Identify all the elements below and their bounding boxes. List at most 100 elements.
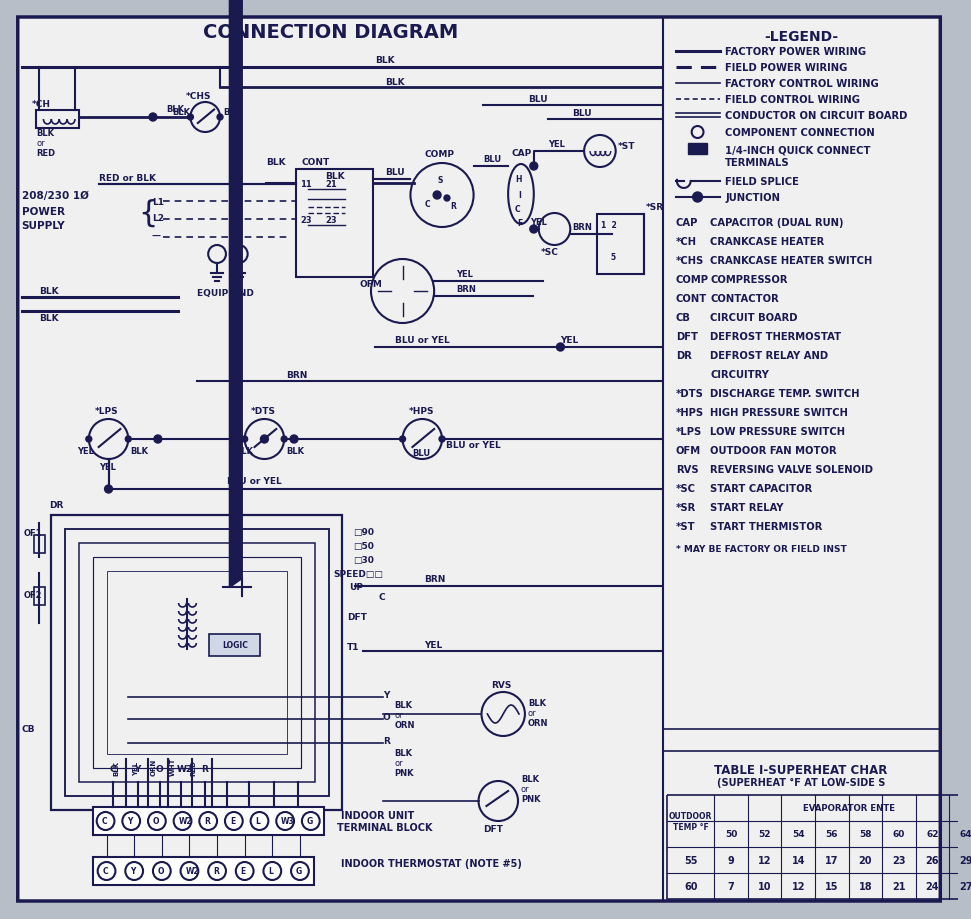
Circle shape xyxy=(556,344,564,352)
Text: *CH: *CH xyxy=(32,99,50,108)
Text: REVERSING VALVE SOLENOID: REVERSING VALVE SOLENOID xyxy=(711,464,873,474)
Text: □30: □30 xyxy=(353,555,374,564)
Text: OUTDOOR FAN MOTOR: OUTDOOR FAN MOTOR xyxy=(711,446,837,456)
Text: SUPPLY: SUPPLY xyxy=(21,221,65,231)
Text: SPEED□□: SPEED□□ xyxy=(333,569,384,578)
Text: ORN: ORN xyxy=(394,720,416,730)
Text: CRANKCASE HEATER: CRANKCASE HEATER xyxy=(711,237,824,246)
Text: BLU or YEL: BLU or YEL xyxy=(227,477,282,486)
Text: or: or xyxy=(37,139,45,147)
Text: CONT: CONT xyxy=(676,294,707,303)
Text: E: E xyxy=(241,867,246,876)
Text: BLK: BLK xyxy=(223,108,241,117)
Text: CB: CB xyxy=(21,725,35,733)
Text: DFT: DFT xyxy=(484,824,503,834)
Circle shape xyxy=(439,437,445,443)
Text: DEFROST RELAY AND: DEFROST RELAY AND xyxy=(711,351,828,360)
Text: YEL: YEL xyxy=(99,463,116,472)
Text: or: or xyxy=(394,759,403,767)
Text: 54: 54 xyxy=(792,830,805,838)
Text: FACTORY POWER WIRING: FACTORY POWER WIRING xyxy=(725,47,866,57)
Bar xyxy=(209,634,260,656)
Text: F: F xyxy=(517,219,522,227)
Text: W2: W2 xyxy=(185,867,199,876)
Bar xyxy=(93,807,323,835)
Text: RVS: RVS xyxy=(676,464,698,474)
Text: *SR: *SR xyxy=(676,503,696,513)
Text: BLK: BLK xyxy=(266,157,286,166)
Text: FACTORY CONTROL WIRING: FACTORY CONTROL WIRING xyxy=(725,79,879,89)
Text: or: or xyxy=(528,709,537,718)
Text: □90: □90 xyxy=(353,527,374,536)
Text: R: R xyxy=(383,737,389,745)
Text: BLK: BLK xyxy=(235,447,252,456)
Text: G: G xyxy=(307,817,313,825)
Text: BLK: BLK xyxy=(37,129,54,137)
Text: HIGH PRESSURE SWITCH: HIGH PRESSURE SWITCH xyxy=(711,407,849,417)
Text: *CHS: *CHS xyxy=(676,255,704,266)
Text: YEL: YEL xyxy=(455,269,473,278)
Text: CAPACITOR (DUAL RUN): CAPACITOR (DUAL RUN) xyxy=(711,218,844,228)
Text: C: C xyxy=(424,199,430,209)
Text: BLU: BLU xyxy=(413,448,430,457)
Text: 23: 23 xyxy=(892,855,906,865)
Text: *HPS: *HPS xyxy=(676,407,704,417)
Text: POWER: POWER xyxy=(21,207,65,217)
Text: DISCHARGE TEMP. SWITCH: DISCHARGE TEMP. SWITCH xyxy=(711,389,860,399)
Text: INDOOR THERMOSTAT (NOTE #5): INDOOR THERMOSTAT (NOTE #5) xyxy=(342,858,522,868)
Text: COMP: COMP xyxy=(424,150,454,158)
Text: CAP: CAP xyxy=(511,148,531,157)
Text: W2: W2 xyxy=(177,765,192,774)
Text: 24: 24 xyxy=(925,881,939,891)
Circle shape xyxy=(218,115,223,121)
Text: BRN: BRN xyxy=(286,370,308,380)
Text: CAP: CAP xyxy=(676,218,698,228)
Bar xyxy=(597,215,645,275)
Text: O: O xyxy=(153,817,159,825)
Text: Y: Y xyxy=(383,691,389,699)
Text: 208/230 1Ø: 208/230 1Ø xyxy=(21,191,88,200)
Text: G: G xyxy=(296,867,302,876)
Text: OF1: OF1 xyxy=(23,529,42,538)
Text: OFM: OFM xyxy=(676,446,701,456)
Text: 15: 15 xyxy=(825,881,839,891)
Text: CONTACTOR: CONTACTOR xyxy=(711,294,779,303)
Text: START THERMISTOR: START THERMISTOR xyxy=(711,521,822,531)
Text: 14: 14 xyxy=(791,855,805,865)
Text: C: C xyxy=(102,817,107,825)
Text: BLU: BLU xyxy=(528,95,548,104)
Circle shape xyxy=(105,485,113,494)
Text: TERMINAL BLOCK: TERMINAL BLOCK xyxy=(338,823,433,832)
Text: CONDUCTOR ON CIRCUIT BOARD: CONDUCTOR ON CIRCUIT BOARD xyxy=(725,111,908,121)
Text: BLK: BLK xyxy=(40,286,59,295)
Text: BLK: BLK xyxy=(286,447,304,456)
Text: T1: T1 xyxy=(348,642,360,652)
Text: BLK: BLK xyxy=(167,105,184,113)
Text: 23: 23 xyxy=(300,215,312,224)
Text: 58: 58 xyxy=(859,830,872,838)
Text: L: L xyxy=(268,867,273,876)
Text: C: C xyxy=(103,867,108,876)
Text: 9: 9 xyxy=(727,855,734,865)
Text: DR: DR xyxy=(50,501,64,510)
Text: 55: 55 xyxy=(684,855,697,865)
Text: BLK: BLK xyxy=(528,698,546,708)
Text: *LPS: *LPS xyxy=(95,407,118,416)
Text: RED: RED xyxy=(190,759,196,775)
FancyBboxPatch shape xyxy=(17,18,940,901)
Text: R: R xyxy=(450,201,455,210)
Text: *DTS: *DTS xyxy=(251,407,276,416)
Text: BLK: BLK xyxy=(173,108,190,117)
Text: S: S xyxy=(437,176,443,185)
Bar xyxy=(93,857,314,885)
Text: I: I xyxy=(518,190,520,199)
Text: CB: CB xyxy=(676,312,690,323)
Text: COMP: COMP xyxy=(676,275,709,285)
Text: DEFROST THERMOSTAT: DEFROST THERMOSTAT xyxy=(711,332,842,342)
Text: 17: 17 xyxy=(825,855,839,865)
Text: 60: 60 xyxy=(892,830,905,838)
Text: BLK: BLK xyxy=(114,760,119,775)
Text: PNK: PNK xyxy=(394,768,415,777)
Text: O: O xyxy=(156,765,164,774)
Bar xyxy=(667,795,971,899)
